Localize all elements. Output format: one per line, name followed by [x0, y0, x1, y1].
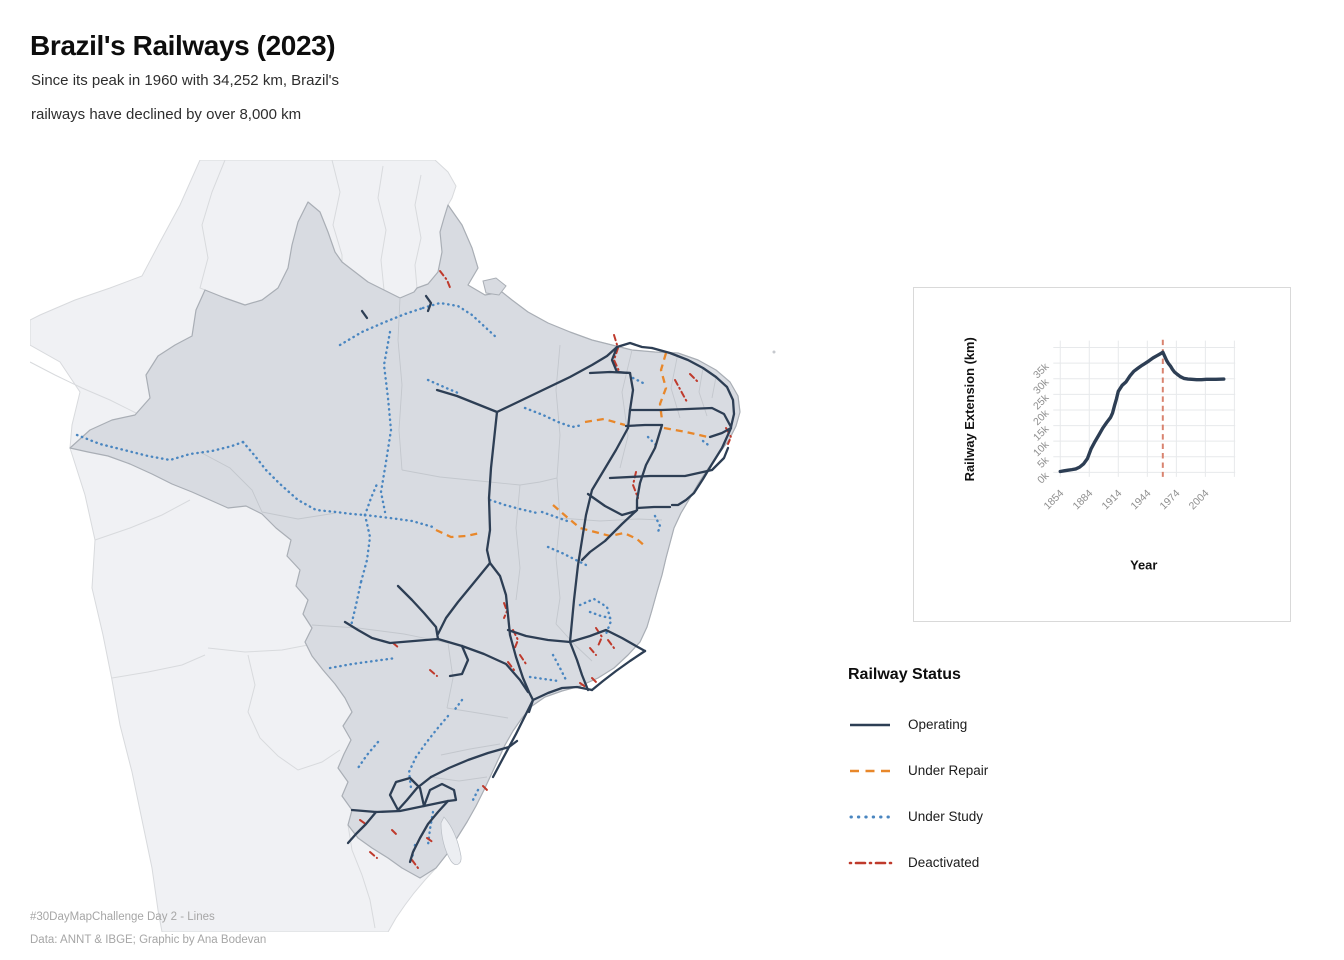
legend-label-under-study: Under Study: [908, 809, 984, 824]
state-borders: [199, 297, 717, 782]
legend-item-under-study: Under Study: [848, 804, 983, 829]
svg-text:15k: 15k: [1032, 423, 1052, 443]
svg-text:1914: 1914: [1100, 488, 1124, 512]
railways-under-repair-layer: [435, 352, 709, 548]
under-repair-line-swatch: [850, 769, 892, 772]
svg-text:35k: 35k: [1032, 361, 1052, 381]
legend-title: Railway Status: [848, 666, 961, 683]
svg-text:1884: 1884: [1071, 488, 1095, 512]
country-borders: [29, 159, 422, 929]
legend-item-operating: Operating: [848, 712, 967, 737]
railways-operating-layer: [343, 294, 736, 864]
svg-text:1974: 1974: [1158, 488, 1182, 512]
svg-text:25k: 25k: [1032, 392, 1052, 412]
svg-text:30k: 30k: [1032, 377, 1052, 397]
inset-chart-panel: Railway Extension (km) Year 0k 5k 10k 15k 20…: [913, 287, 1291, 622]
brazil-railways-map: [29, 159, 796, 933]
svg-text:0k: 0k: [1036, 470, 1052, 486]
x-axis-label: Year: [1130, 557, 1157, 572]
svg-text:10k: 10k: [1032, 439, 1052, 459]
legend-item-deactivated: Deactivated: [848, 850, 979, 875]
subtitle-line-1: Since its peak in 1960 with 34,252 km, B…: [31, 72, 340, 89]
operating-line-swatch: [850, 723, 890, 726]
legend-label-operating: Operating: [908, 717, 968, 732]
patos-lagoon: [440, 816, 462, 865]
page-title: Brazil's Railways (2023): [30, 30, 336, 61]
y-axis-label: Railway Extension (km): [962, 337, 977, 481]
svg-text:20k: 20k: [1032, 408, 1052, 428]
footer-credit-data: Data: ANNT & IBGE; Graphic by Ana Bodeva…: [30, 934, 267, 946]
railway-extension-chart: Railway Extension (km) Year 0k5k10k15k20…: [962, 337, 1236, 572]
under-study-line-swatch: [849, 815, 892, 818]
legend-label-deactivated: Deactivated: [908, 855, 980, 870]
marajo-island: [482, 277, 507, 296]
legend-label-under-repair: Under Repair: [908, 763, 989, 778]
footer-credit-challenge: #30DayMapChallenge Day 2 - Lines: [30, 911, 215, 923]
legend-item-under-repair: Under Repair: [848, 758, 988, 783]
map-svg: [29, 159, 776, 933]
svg-text:2004: 2004: [1187, 488, 1211, 512]
brazil-shape: [69, 201, 776, 879]
deactivated-line-swatch: [848, 861, 893, 864]
svg-text:1854: 1854: [1042, 488, 1066, 512]
noronha-island-dot: [772, 350, 776, 354]
subtitle-line-2: railways have declined by over 8,000 km: [31, 106, 302, 123]
svg-text:1944: 1944: [1129, 488, 1153, 512]
